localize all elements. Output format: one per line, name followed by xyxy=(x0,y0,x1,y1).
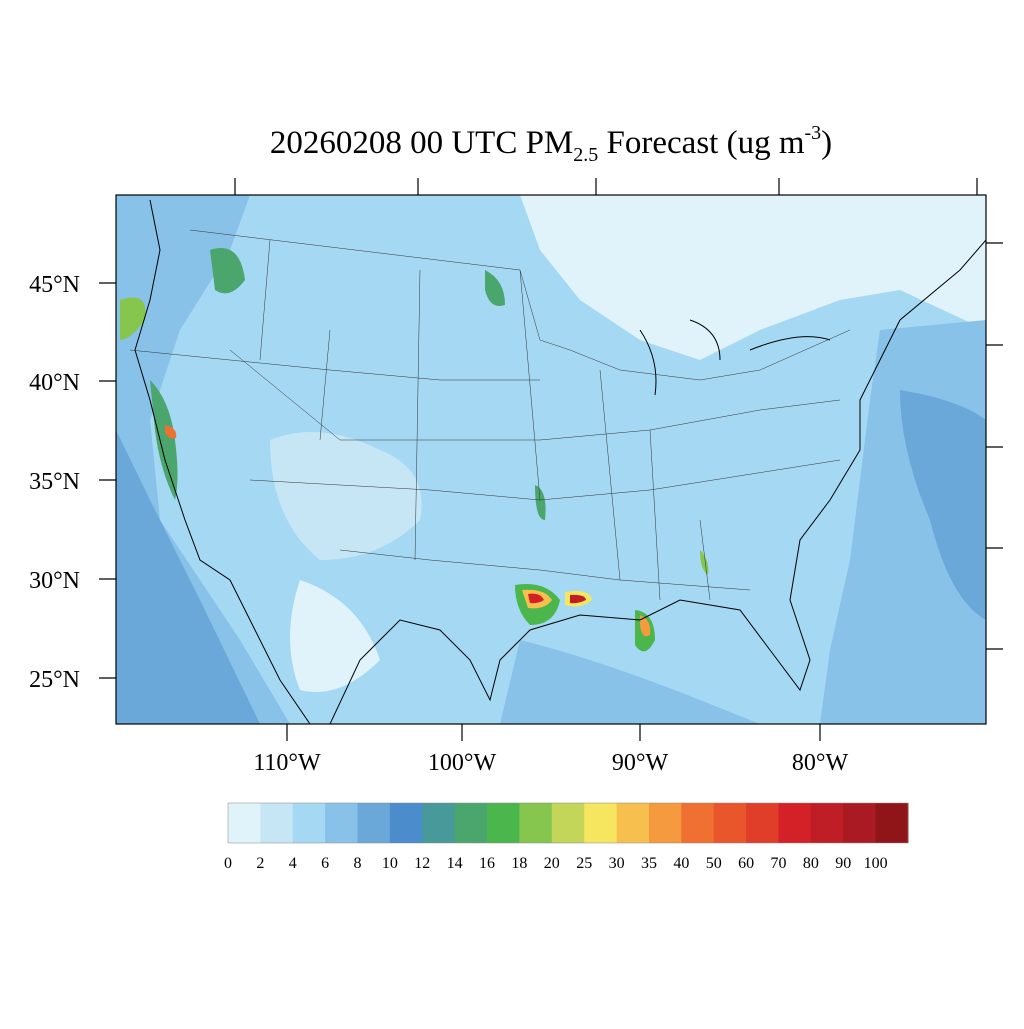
colorbar-box xyxy=(454,803,488,843)
colorbar-label: 2 xyxy=(256,855,264,872)
lon-label: 90°W xyxy=(612,750,669,776)
title-text: 20260208 00 UTC PM xyxy=(270,125,573,161)
map-title: 20260208 00 UTC PM2.5 Forecast (ug m-3) xyxy=(270,122,832,166)
lat-label: 25°N xyxy=(29,667,80,693)
concentration-field xyxy=(116,195,986,724)
colorbar-label: 14 xyxy=(447,855,463,872)
colorbar-box xyxy=(228,803,261,843)
colorbar-label: 8 xyxy=(354,855,362,872)
lat-label: 30°N xyxy=(29,568,80,594)
colorbar-label: 25 xyxy=(576,855,592,872)
colorbar-box xyxy=(746,803,779,843)
colorbar-box xyxy=(487,803,520,843)
colorbar-frame xyxy=(227,802,909,844)
coastline xyxy=(134,199,986,724)
colorbar-label: 100 xyxy=(864,855,888,872)
colorbar-label: 6 xyxy=(321,855,329,872)
colorbar-label: 12 xyxy=(414,855,430,872)
lon-label: 110°W xyxy=(253,750,321,776)
title-subscript: 2.5 xyxy=(573,144,598,166)
title-text: Forecast (ug m xyxy=(598,125,805,161)
colorbar-box xyxy=(584,803,618,843)
colorbar-box xyxy=(422,803,456,843)
colorbar-box xyxy=(713,803,747,843)
colorbar-label: 20 xyxy=(544,855,560,872)
colorbar-label: 40 xyxy=(673,855,689,872)
colorbar-box xyxy=(681,803,715,843)
lat-label: 45°N xyxy=(29,272,80,298)
colorbar-label: 50 xyxy=(706,855,722,872)
colorbar-label: 60 xyxy=(738,855,754,872)
colorbar-label: 10 xyxy=(382,855,398,872)
lat-label: 40°N xyxy=(29,370,80,396)
colorbar-label: 4 xyxy=(289,855,297,872)
title-text: ) xyxy=(821,125,832,161)
colorbar-box xyxy=(843,803,877,843)
colorbar-box xyxy=(616,803,650,843)
colorbar-box xyxy=(325,803,359,843)
lon-label: 100°W xyxy=(428,750,497,776)
colorbar-label: 30 xyxy=(609,855,625,872)
title-superscript: -3 xyxy=(804,122,821,144)
colorbar-label: 35 xyxy=(641,855,657,872)
graticule-ticks xyxy=(99,178,1003,741)
colorbar-label: 70 xyxy=(770,855,786,872)
state-borders xyxy=(129,229,851,601)
lat-label: 35°N xyxy=(29,469,80,495)
colorbar-box xyxy=(260,803,294,843)
colorbar-box xyxy=(357,803,391,843)
colorbar-box xyxy=(648,803,682,843)
colorbar-box xyxy=(778,803,812,843)
lon-label: 80°W xyxy=(792,750,849,776)
colorbar-label: 80 xyxy=(803,855,819,872)
colorbar-box xyxy=(551,803,585,843)
colorbar-box xyxy=(292,803,326,843)
map-frame xyxy=(115,194,987,725)
colorbar-label: 90 xyxy=(835,855,851,872)
colorbar-label: 18 xyxy=(511,855,527,872)
colorbar-box xyxy=(810,803,844,843)
colorbar-box xyxy=(875,803,909,843)
colorbar-label: 0 xyxy=(224,855,232,872)
colorbar-label: 16 xyxy=(479,855,495,872)
colorbar-box xyxy=(519,803,553,843)
colorbar-box xyxy=(389,803,423,843)
